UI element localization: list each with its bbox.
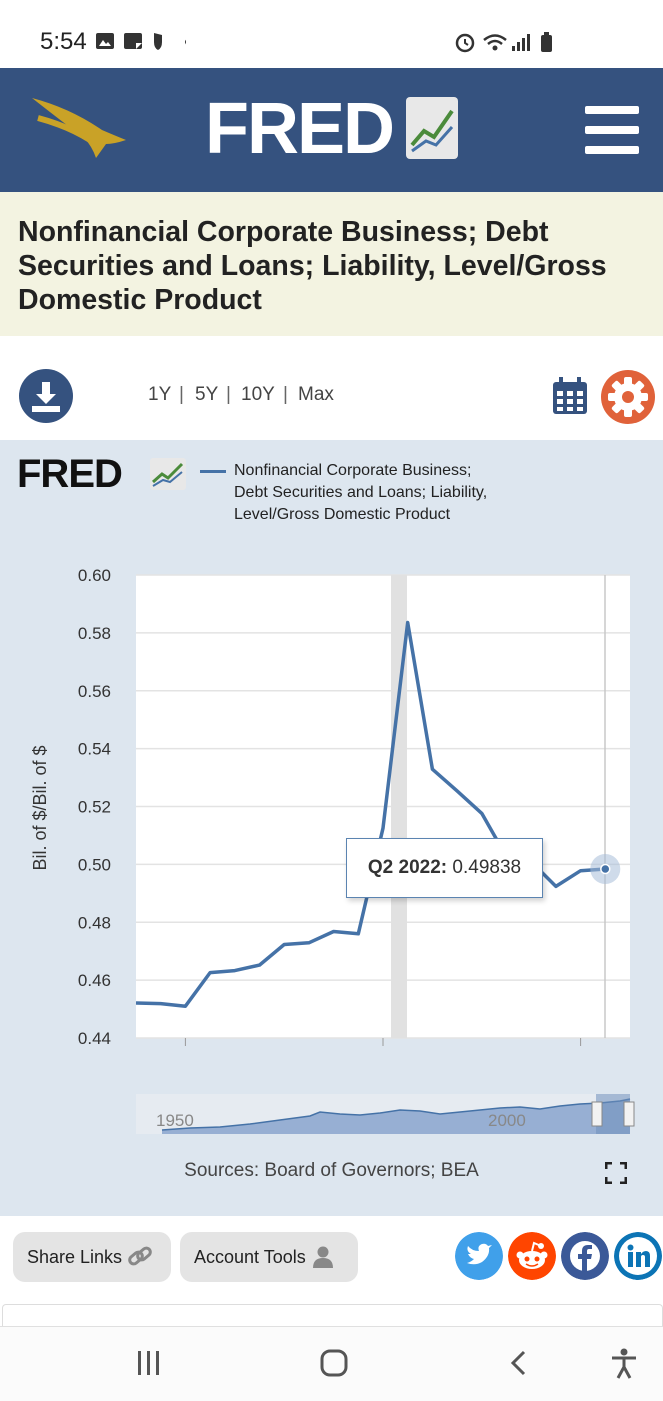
y-tick-label: 0.58 [78, 624, 111, 643]
fred-graph-logo-icon [406, 97, 458, 159]
chart-toolbar [0, 336, 663, 440]
y-tick-label: 0.56 [78, 682, 111, 701]
status-notification-icons [96, 33, 186, 50]
back-icon[interactable] [508, 1349, 530, 1377]
range-separator: | [179, 384, 184, 405]
download-icon[interactable] [18, 368, 74, 424]
settings-gear-icon[interactable] [600, 369, 656, 425]
twitter-icon[interactable] [455, 1232, 503, 1280]
title-area [0, 192, 663, 336]
chart-fred-graph-icon [150, 458, 186, 490]
range-navigator[interactable]: 1950 2000 [130, 1090, 640, 1138]
y-tick-label: 0.52 [78, 798, 111, 817]
home-icon[interactable] [320, 1349, 348, 1377]
navigator-handle-left[interactable] [591, 1101, 603, 1127]
y-tick-label: 0.60 [78, 566, 111, 585]
y-axis-label: Bil. of $/Bil. of $ [30, 745, 50, 870]
share-links-button[interactable]: Share Links [13, 1232, 171, 1282]
legend-label: Nonfinancial Corporate Business; Debt Se… [234, 462, 488, 523]
navigator-handle-right[interactable] [623, 1101, 635, 1127]
range-5y[interactable]: 5Y [195, 384, 219, 405]
range-separator: | [283, 384, 288, 405]
hamburger-menu-icon[interactable] [585, 106, 639, 154]
account-tools-label: Account Tools [194, 1246, 306, 1267]
system-nav-bar [0, 1326, 663, 1401]
reddit-icon[interactable] [508, 1232, 556, 1280]
hover-point [600, 863, 611, 875]
recent-apps-icon[interactable] [136, 1349, 162, 1377]
calendar-icon[interactable] [552, 377, 588, 415]
site-header: FRED [0, 68, 663, 192]
page-title: Nonfinancial Corporate Business; Debt Se… [18, 216, 607, 316]
y-tick-label: 0.46 [78, 971, 111, 990]
next-card-edge [2, 1304, 663, 1327]
range-1y[interactable]: 1Y [148, 384, 172, 405]
tooltip-date: Q2 2022: [367, 857, 448, 878]
facebook-icon[interactable] [561, 1232, 609, 1280]
data-tooltip: Q2 2022: 0.49838 [346, 838, 543, 898]
user-icon [312, 1246, 333, 1268]
line-chart: 0.600.580.560.540.520.500.480.460.44 201… [30, 566, 630, 1046]
status-bar: 5:54 [0, 0, 663, 68]
status-system-icons [455, 32, 552, 53]
share-links-label: Share Links [27, 1246, 123, 1267]
tooltip-value: 0.49838 [452, 857, 522, 878]
eagle-logo-icon[interactable] [30, 96, 130, 160]
accessibility-icon[interactable] [610, 1347, 638, 1379]
link-icon [128, 1246, 152, 1266]
chart-sources: Sources: Board of Governors; BEA [184, 1160, 479, 1181]
status-time: 5:54 [40, 28, 87, 55]
chart-fred-brand: FRED [17, 452, 123, 496]
legend-line-marker [200, 470, 226, 473]
fred-logo[interactable]: FRED [205, 89, 395, 169]
range-10y[interactable]: 10Y [241, 384, 275, 405]
account-tools-button[interactable]: Account Tools [180, 1232, 358, 1282]
fullscreen-icon[interactable] [605, 1162, 627, 1184]
navigator-label-2000: 2000 [488, 1111, 526, 1130]
range-separator: | [226, 384, 231, 405]
range-max[interactable]: Max [298, 384, 334, 405]
recession-band [391, 575, 407, 1038]
y-tick-label: 0.50 [78, 855, 111, 874]
y-tick-label: 0.44 [78, 1029, 111, 1046]
navigator-label-1950: 1950 [156, 1111, 194, 1130]
y-tick-label: 0.48 [78, 913, 111, 932]
y-tick-label: 0.54 [78, 740, 111, 759]
linkedin-icon[interactable] [614, 1232, 662, 1280]
